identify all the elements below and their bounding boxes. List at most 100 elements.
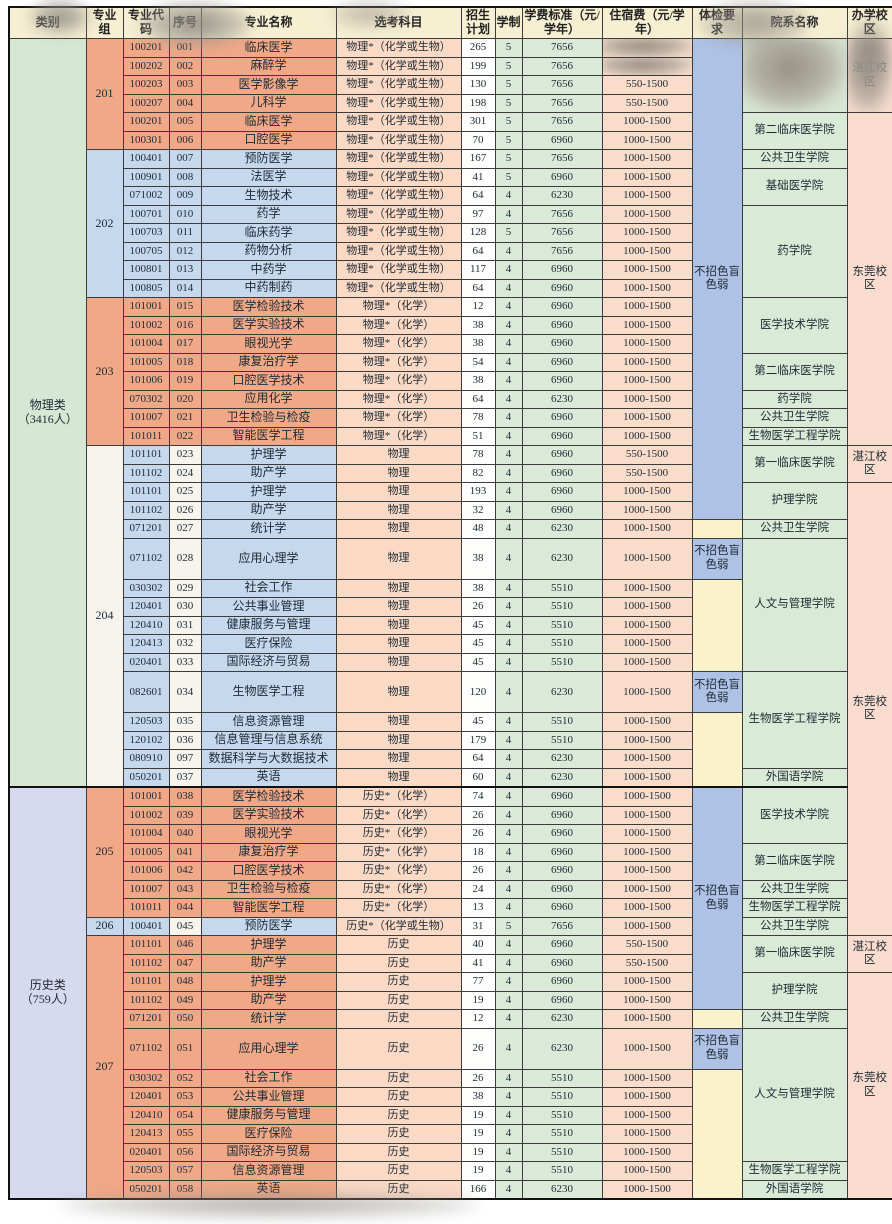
cell-plan: 26 [460, 1027, 496, 1070]
cell-college: 护理学院 [741, 482, 848, 520]
cell-years: 4 [494, 371, 523, 391]
cell-years: 4 [494, 972, 523, 992]
cell-subjects: 物理 [335, 652, 462, 672]
cell-major-code: 101007 [122, 408, 170, 428]
cell-major-code: 101101 [122, 935, 170, 955]
cell-college: 人文与管理学院 [741, 537, 848, 672]
cell-major-name: 预防医学 [200, 149, 337, 169]
cell-tuition: 6960 [521, 953, 603, 973]
cell-housing: 1000-1500 [601, 389, 693, 409]
major-row: 203 101001 015 医学检验技术 物理*（化学） 12 4 6960 1000-150… [9, 297, 892, 446]
cell-major-name: 护理学 [200, 482, 337, 502]
cell-plan: 48 [460, 519, 496, 539]
cell-seq-no: 055 [168, 1124, 202, 1144]
cell-tuition: 6960 [521, 260, 603, 280]
cell-major-code: 100801 [122, 260, 170, 280]
cell-major-code: 101002 [122, 805, 170, 825]
cell-major-name: 英语 [200, 1179, 337, 1200]
cell-seq-no: 015 [168, 297, 202, 317]
cell-seq-no: 006 [168, 130, 202, 150]
cell-seq-no: 024 [168, 463, 202, 483]
cell-seq-no: 053 [168, 1087, 202, 1107]
cell-seq-no: 017 [168, 334, 202, 354]
cell-subjects: 历史*（化学） [335, 898, 462, 918]
cell-seq-no: 038 [168, 786, 202, 807]
cell-group: 202 [85, 149, 124, 298]
cell-housing: 1000-1500 [601, 1027, 693, 1070]
cell-seq-no: 057 [168, 1161, 202, 1181]
cell-years: 4 [494, 990, 523, 1010]
major-row: 100703 011 临床药学 物理*（化学或生物） 128 5 7656 1000-1500 [9, 223, 892, 243]
cell-housing: 1000-1500 [601, 426, 693, 446]
cell-years: 4 [494, 519, 523, 539]
cell-plan: 26 [460, 1068, 496, 1088]
cell-major-name: 临床医学 [200, 112, 337, 132]
cell-years: 4 [494, 389, 523, 409]
cell-major-code: 101006 [122, 861, 170, 881]
major-row: 204 101101 023 护理学 物理 78 4 6960 550-1500 第一临床医学院湛… [9, 445, 892, 788]
cell-housing: 1000-1500 [601, 1105, 693, 1125]
cell-major-name: 儿科学 [200, 93, 337, 113]
cell-seq-no: 022 [168, 426, 202, 446]
cell-seq-no: 025 [168, 482, 202, 502]
cell-subjects: 历史*（化学） [335, 824, 462, 844]
cell-years: 4 [494, 352, 523, 372]
major-row: 120413 032 医疗保险 物理 45 4 5510 1000-1500 [9, 634, 892, 654]
major-row: 101102 026 助产学 物理 32 4 6960 1000-1500 [9, 500, 892, 520]
cell-major-code: 100401 [122, 916, 170, 936]
cell-major-name: 健康服务与管理 [200, 615, 337, 635]
cell-subjects: 物理*（化学或生物） [335, 112, 462, 132]
cell-seq-no: 044 [168, 898, 202, 918]
cell-major-code: 100201 [122, 38, 170, 58]
cell-years: 4 [494, 749, 523, 769]
cell-plan: 64 [460, 186, 496, 206]
cell-tuition: 7656 [521, 223, 603, 243]
cell-seq-no: 032 [168, 634, 202, 654]
cell-housing: 1000-1500 [601, 112, 693, 132]
cell-major-name: 中药制药 [200, 278, 337, 298]
cell-tuition: 6960 [521, 445, 603, 465]
cell-major-name: 国际经济与贸易 [200, 652, 337, 672]
col-group: 专业组 [85, 6, 124, 39]
cell-years: 4 [494, 615, 523, 635]
cell-tuition: 6960 [521, 278, 603, 298]
cell-plan: 38 [460, 371, 496, 391]
cell-seq-no: 026 [168, 500, 202, 520]
cell-plan: 265 [460, 38, 496, 58]
major-row: 101006 042 口腔医学技术 历史*（化学） 26 4 6960 1000-1500 [9, 861, 892, 881]
cell-major-code: 100901 [122, 167, 170, 187]
cell-subjects: 历史 [335, 953, 462, 973]
cell-years: 5 [494, 93, 523, 113]
cell-subjects: 物理*（化学或生物） [335, 75, 462, 95]
cell-major-name: 应用化学 [200, 389, 337, 409]
cell-major-code: 120503 [122, 1161, 170, 1181]
cell-years: 4 [494, 786, 523, 807]
cell-tuition: 6230 [521, 1179, 603, 1200]
cell-years: 4 [494, 712, 523, 732]
cell-college: 外国语学院 [741, 767, 848, 788]
cell-subjects: 物理 [335, 749, 462, 769]
cell-seq-no: 003 [168, 75, 202, 95]
cell-major-name: 医学影像学 [200, 75, 337, 95]
cell-years: 4 [494, 315, 523, 335]
cell-years: 4 [494, 1105, 523, 1125]
cell-college: 公共卫生学院 [741, 408, 848, 428]
cell-seq-no: 012 [168, 241, 202, 261]
cell-tuition: 6960 [521, 352, 603, 372]
cell-major-code: 100705 [122, 241, 170, 261]
cell-major-name: 统计学 [200, 1009, 337, 1029]
cell-tuition: 5510 [521, 1124, 603, 1144]
cell-major-name: 应用心理学 [200, 537, 337, 580]
cell-housing: 1000-1500 [601, 916, 693, 936]
cell-major-name: 助产学 [200, 463, 337, 483]
cell-years: 4 [494, 463, 523, 483]
cell-years: 4 [494, 671, 523, 713]
cell-tuition: 6960 [521, 408, 603, 428]
cell-subjects: 历史 [335, 1009, 462, 1029]
major-row: 206 100401 045 预防医学 历史*（化学或生物） 31 5 7656 1000-15… [9, 916, 892, 936]
cell-housing: 1000-1500 [601, 315, 693, 335]
cell-campus: 东莞校区 [846, 112, 892, 446]
cell-health-req [691, 712, 743, 788]
cell-major-code: 101102 [122, 463, 170, 483]
major-row: 120410 031 健康服务与管理 物理 45 4 5510 1000-1500 [9, 615, 892, 635]
